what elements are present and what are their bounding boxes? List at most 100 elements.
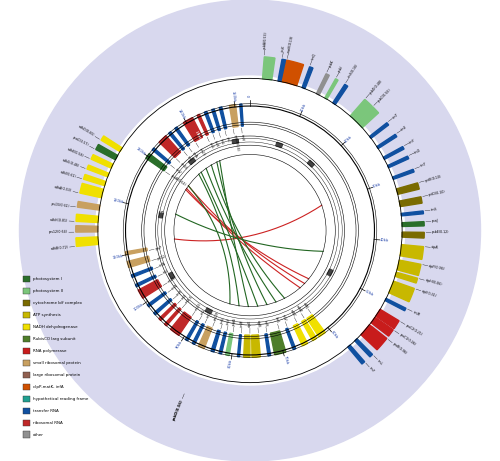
Text: trnL: trnL bbox=[376, 359, 384, 366]
Text: 50kb: 50kb bbox=[364, 289, 374, 297]
Polygon shape bbox=[168, 132, 184, 150]
Polygon shape bbox=[168, 272, 175, 279]
Text: psaA(0.64): psaA(0.64) bbox=[170, 174, 186, 187]
Polygon shape bbox=[84, 174, 106, 186]
Polygon shape bbox=[158, 212, 164, 218]
Polygon shape bbox=[388, 156, 409, 168]
Text: matK(0.19): matK(0.19) bbox=[286, 34, 294, 53]
Text: trnN: trnN bbox=[172, 283, 179, 290]
Text: trnR: trnR bbox=[176, 289, 184, 296]
Bar bbox=[23, 312, 30, 318]
Polygon shape bbox=[262, 57, 275, 80]
Text: RNA polymerase: RNA polymerase bbox=[33, 349, 66, 353]
Polygon shape bbox=[244, 335, 250, 357]
Text: trnL: trnL bbox=[200, 308, 207, 316]
Polygon shape bbox=[302, 67, 313, 89]
Text: trnI: trnI bbox=[186, 155, 193, 162]
Text: rps15(0.61): rps15(0.61) bbox=[50, 201, 70, 208]
Polygon shape bbox=[213, 124, 356, 337]
Text: atpB: atpB bbox=[256, 319, 260, 327]
Text: 90kb: 90kb bbox=[175, 340, 183, 350]
Text: trnD: trnD bbox=[414, 148, 422, 154]
Text: ndhA(0.53): ndhA(0.53) bbox=[54, 185, 72, 193]
Text: 150kb: 150kb bbox=[231, 91, 236, 103]
Circle shape bbox=[172, 153, 328, 308]
Polygon shape bbox=[76, 237, 98, 247]
Polygon shape bbox=[238, 335, 242, 357]
Text: ndhB(0.72): ndhB(0.72) bbox=[50, 245, 69, 251]
Polygon shape bbox=[186, 320, 198, 341]
Text: RubisCO larg subunit: RubisCO larg subunit bbox=[33, 337, 76, 341]
Bar bbox=[23, 420, 30, 426]
Polygon shape bbox=[96, 144, 118, 160]
Bar bbox=[23, 288, 30, 294]
Polygon shape bbox=[76, 226, 98, 232]
Polygon shape bbox=[226, 333, 233, 355]
Polygon shape bbox=[400, 245, 423, 260]
Polygon shape bbox=[152, 148, 171, 164]
Polygon shape bbox=[395, 272, 417, 283]
Polygon shape bbox=[78, 201, 100, 210]
Text: rps12(0.64): rps12(0.64) bbox=[49, 230, 68, 234]
Text: trnH: trnH bbox=[240, 134, 244, 141]
Text: psbD(0.48): psbD(0.48) bbox=[368, 78, 384, 95]
Polygon shape bbox=[324, 79, 338, 99]
Text: 0: 0 bbox=[248, 95, 252, 97]
Polygon shape bbox=[396, 183, 419, 195]
Circle shape bbox=[142, 122, 358, 339]
Text: rpoB(0.96): rpoB(0.96) bbox=[392, 342, 408, 355]
Bar bbox=[23, 372, 30, 378]
Text: trnG: trnG bbox=[220, 316, 226, 324]
Text: 10kb: 10kb bbox=[300, 102, 308, 112]
Text: trnQ: trnQ bbox=[310, 52, 316, 60]
Text: 80kb: 80kb bbox=[228, 359, 234, 368]
Polygon shape bbox=[278, 59, 286, 82]
Polygon shape bbox=[265, 334, 270, 356]
Text: trnE: trnE bbox=[400, 124, 408, 132]
Text: ndhH(0.81): ndhH(0.81) bbox=[50, 218, 68, 223]
Text: ndhK: ndhK bbox=[295, 305, 302, 314]
Text: clpP,matK, infA: clpP,matK, infA bbox=[33, 385, 64, 389]
Text: NADH dehydrogenase: NADH dehydrogenase bbox=[33, 325, 78, 329]
Text: psaJ: psaJ bbox=[432, 219, 438, 223]
Polygon shape bbox=[401, 211, 423, 216]
Text: atpH(0.06): atpH(0.06) bbox=[424, 278, 442, 287]
Polygon shape bbox=[76, 214, 98, 223]
Circle shape bbox=[126, 106, 374, 355]
Polygon shape bbox=[370, 123, 388, 138]
Text: ATP synthesis: ATP synthesis bbox=[33, 313, 60, 317]
Polygon shape bbox=[316, 74, 330, 95]
Polygon shape bbox=[159, 136, 180, 158]
Text: LSC: 85185: LSC: 85185 bbox=[336, 244, 361, 253]
Text: trnM: trnM bbox=[240, 319, 244, 327]
Text: rrn16: rrn16 bbox=[179, 162, 188, 171]
Polygon shape bbox=[240, 104, 244, 126]
Polygon shape bbox=[159, 303, 176, 320]
Text: trnV: trnV bbox=[174, 167, 182, 175]
Bar bbox=[23, 348, 30, 354]
Text: transfer RNA: transfer RNA bbox=[33, 409, 58, 413]
Text: rps19: rps19 bbox=[213, 312, 220, 321]
Text: 140kb: 140kb bbox=[177, 109, 186, 120]
Polygon shape bbox=[252, 335, 260, 357]
Text: ribosomal RNA: ribosomal RNA bbox=[33, 421, 62, 425]
Text: 110kb: 110kb bbox=[112, 254, 124, 260]
Text: trnR: trnR bbox=[214, 140, 220, 147]
Bar bbox=[23, 384, 30, 390]
Polygon shape bbox=[138, 280, 162, 298]
Text: small ribosomal protein: small ribosomal protein bbox=[33, 361, 80, 365]
Text: trnF: trnF bbox=[368, 366, 376, 374]
Text: petD(0.10): petD(0.10) bbox=[428, 190, 446, 197]
Text: 40kb: 40kb bbox=[380, 238, 389, 242]
Text: trnR: trnR bbox=[262, 319, 268, 326]
Bar bbox=[23, 276, 30, 282]
Polygon shape bbox=[286, 328, 296, 349]
Text: photosystem II: photosystem II bbox=[33, 289, 63, 293]
Polygon shape bbox=[327, 269, 333, 276]
Text: IRa: 25962: IRa: 25962 bbox=[194, 131, 209, 154]
Text: ndhD(0.65): ndhD(0.65) bbox=[78, 125, 96, 138]
Text: psbE(0.12): psbE(0.12) bbox=[432, 230, 450, 235]
Text: atpE: atpE bbox=[248, 320, 252, 327]
Polygon shape bbox=[154, 299, 172, 315]
Polygon shape bbox=[376, 309, 399, 329]
